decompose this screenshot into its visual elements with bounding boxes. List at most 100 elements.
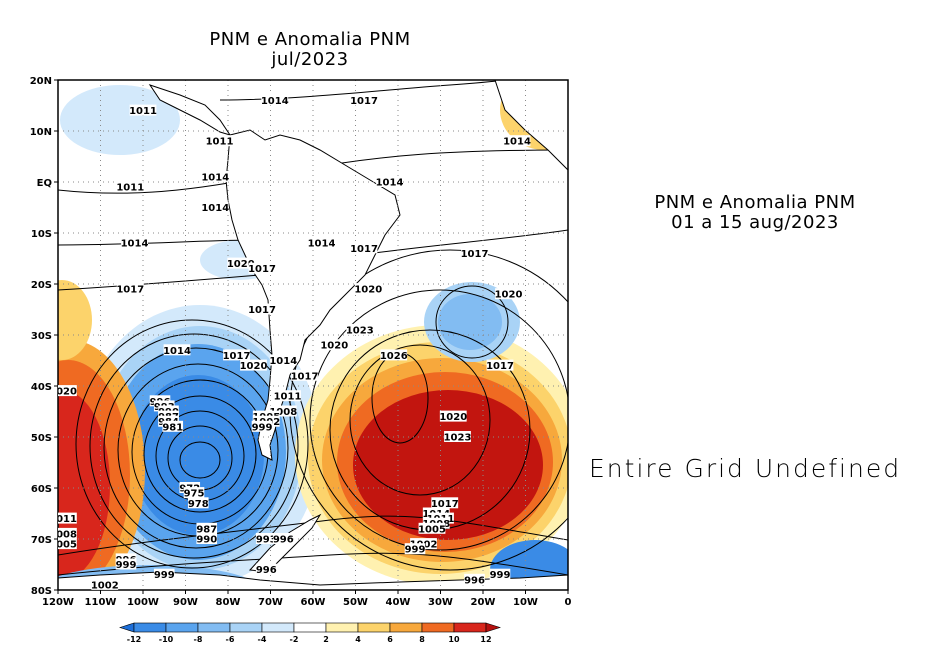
isobar-label-bg — [129, 104, 157, 116]
isobar-label: 1017 — [248, 305, 276, 316]
low-isobar-9 — [75, 319, 309, 569]
colorbar-tick-label: -10 — [159, 635, 174, 644]
lon-label: 30W — [428, 597, 453, 608]
isobar-label-bg — [240, 359, 267, 371]
isobar-label: 990 — [196, 535, 217, 546]
isobar-label-bg — [444, 431, 471, 442]
lon-label: 50W — [343, 597, 368, 608]
isobar-label-bg — [464, 573, 485, 585]
lat-label: 70S — [31, 535, 52, 546]
map-title-line-1: PNM e Anomalia PNM — [209, 29, 411, 50]
isobar-label: 1014 — [121, 239, 149, 250]
isobar-1017-subtropics — [58, 274, 261, 291]
isobar-label: 1011 — [116, 183, 144, 194]
isobar-label-bg — [261, 94, 289, 106]
isobar-label: 1017 — [248, 264, 276, 275]
colorbar-tick-label: 2 — [323, 635, 329, 644]
isobar-label: 008 — [56, 529, 77, 540]
isobar-label: 1014 — [376, 178, 404, 189]
isobar-label: 1020 — [495, 290, 523, 301]
isobar-label-bg — [350, 94, 378, 106]
colorbar-tick-label: -12 — [127, 635, 141, 644]
isobar-label-bg — [91, 578, 119, 590]
isobar-label: 987 — [196, 524, 217, 535]
colorbar-segment — [389, 622, 423, 633]
lon-label: 0 — [565, 597, 572, 608]
isobar-label: 1014 — [503, 137, 531, 148]
isobar-label-bg — [201, 170, 229, 182]
panel2-title-line-1: PNM e Anomalia PNM — [654, 192, 856, 213]
isobar-label: 1026 — [380, 351, 408, 362]
isobar-label: 1017 — [350, 96, 378, 107]
lon-label: 60W — [301, 597, 326, 608]
longitude-labels: 120W 110W 100W 90W 80W 70W 60W 50W 40W 30W 20W 10W 0 — [42, 590, 572, 608]
colorbar-segment — [325, 622, 359, 633]
colorbar-segment — [357, 622, 391, 633]
high-isobar-6 — [435, 285, 509, 359]
isobar-label: 1014 — [261, 96, 289, 107]
isobar-label: 1017 — [486, 361, 514, 372]
isobar-label: 999 — [252, 422, 273, 433]
colorbar-segment — [197, 622, 231, 633]
isobar-label: 996 — [256, 565, 277, 576]
isobar-label-bg — [439, 410, 467, 422]
isobar-label-bg — [308, 237, 335, 249]
isobar-label-bg — [269, 354, 297, 366]
isobar-label-bg — [291, 369, 318, 381]
colorbar-tick-label: -8 — [194, 635, 203, 644]
isobar-label: 999 — [116, 560, 137, 571]
isobar-label: 1017 — [116, 285, 144, 296]
colorbar-arrow-min — [119, 622, 135, 633]
colorbar: -12 -10 -8 -6 -4 -2 2 4 6 8 10 12 — [119, 622, 501, 644]
isobar-label-bg — [380, 349, 408, 361]
isobar-label: 1017 — [431, 499, 459, 510]
isobar-label-bg — [58, 385, 77, 397]
isobar-label-bg — [404, 543, 426, 555]
isobar-label-bg — [121, 237, 148, 249]
isobar-label-bg — [187, 497, 209, 509]
isobar-label-bg — [461, 247, 488, 259]
isobar-label-bg — [223, 349, 250, 361]
isobar-label-bg — [346, 323, 374, 335]
positive-anomaly-nw — [58, 280, 92, 360]
isobar-label-bg — [162, 420, 184, 432]
isobar-label: 1011 — [129, 106, 157, 117]
isobar-label-bg — [431, 497, 459, 509]
isobar-label: 1011 — [206, 137, 234, 148]
colorbar-segment — [261, 622, 295, 633]
panel2-title-line-2: 01 a 15 aug/2023 — [671, 212, 839, 233]
isobar-label: 1014 — [201, 172, 229, 183]
positive-anomaly-atl-core — [353, 390, 543, 540]
colorbar-tick-label: 12 — [480, 635, 491, 644]
isobar-label-bg — [251, 420, 273, 432]
isobar-label: 1020 — [240, 361, 268, 372]
isobar-label: 1020 — [320, 341, 348, 352]
isobar-999-antarctic — [58, 552, 568, 576]
isobar-label-bg — [183, 487, 205, 499]
lat-label: 50S — [31, 433, 52, 444]
isobar-label: 1020 — [354, 285, 382, 296]
lon-label: 10W — [513, 597, 538, 608]
negative-anomaly-north — [60, 85, 180, 155]
isobar-1017-east — [359, 229, 568, 256]
isobar-label-bg — [489, 568, 511, 580]
lon-label: 100W — [127, 597, 159, 608]
isobar-label: 999 — [405, 545, 426, 556]
isobar-label-bg — [58, 538, 77, 550]
isobar-label-bg — [418, 522, 446, 534]
latitude-labels: 20N 10N EQ 10S 20S 30S 40S 50S 60S 70S 80S — [30, 76, 58, 597]
isobar-label: 975 — [184, 489, 205, 500]
isobar-label-bg — [58, 512, 77, 524]
colorbar-tick-label: -6 — [226, 635, 235, 644]
isobar-label-bg — [227, 257, 255, 269]
lat-label: EQ — [37, 178, 52, 189]
isobar-label: 020 — [56, 387, 77, 398]
grid-undefined-message: Entire Grid Undefined — [589, 454, 902, 483]
isobar-label-bg — [201, 201, 229, 213]
lat-label: 20S — [31, 280, 52, 291]
isobar-label: 1017 — [350, 244, 378, 255]
isobar-label: 011 — [56, 514, 77, 525]
colorbar-tick-label: 8 — [419, 635, 425, 644]
isobar-label-bg — [248, 303, 276, 315]
